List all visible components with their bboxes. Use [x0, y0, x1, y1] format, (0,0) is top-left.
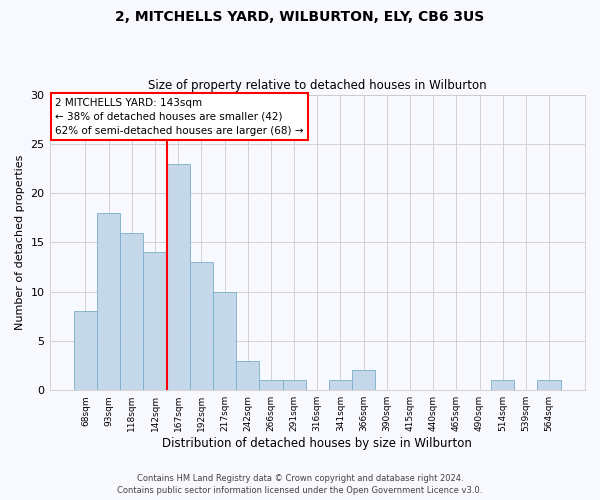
Bar [120, 232, 143, 390]
Bar [143, 252, 167, 390]
Bar [167, 164, 190, 390]
Bar [97, 213, 120, 390]
Text: 2, MITCHELLS YARD, WILBURTON, ELY, CB6 3US: 2, MITCHELLS YARD, WILBURTON, ELY, CB6 3… [115, 10, 485, 24]
Bar [74, 312, 97, 390]
X-axis label: Distribution of detached houses by size in Wilburton: Distribution of detached houses by size … [163, 437, 472, 450]
Bar [236, 360, 259, 390]
Text: 2 MITCHELLS YARD: 143sqm
← 38% of detached houses are smaller (42)
62% of semi-d: 2 MITCHELLS YARD: 143sqm ← 38% of detach… [55, 98, 304, 136]
Bar [213, 292, 236, 390]
Bar [259, 380, 283, 390]
Bar [352, 370, 375, 390]
Bar [190, 262, 213, 390]
Text: Contains HM Land Registry data © Crown copyright and database right 2024.
Contai: Contains HM Land Registry data © Crown c… [118, 474, 482, 495]
Bar [491, 380, 514, 390]
Y-axis label: Number of detached properties: Number of detached properties [15, 154, 25, 330]
Title: Size of property relative to detached houses in Wilburton: Size of property relative to detached ho… [148, 79, 487, 92]
Bar [538, 380, 560, 390]
Bar [329, 380, 352, 390]
Bar [283, 380, 305, 390]
